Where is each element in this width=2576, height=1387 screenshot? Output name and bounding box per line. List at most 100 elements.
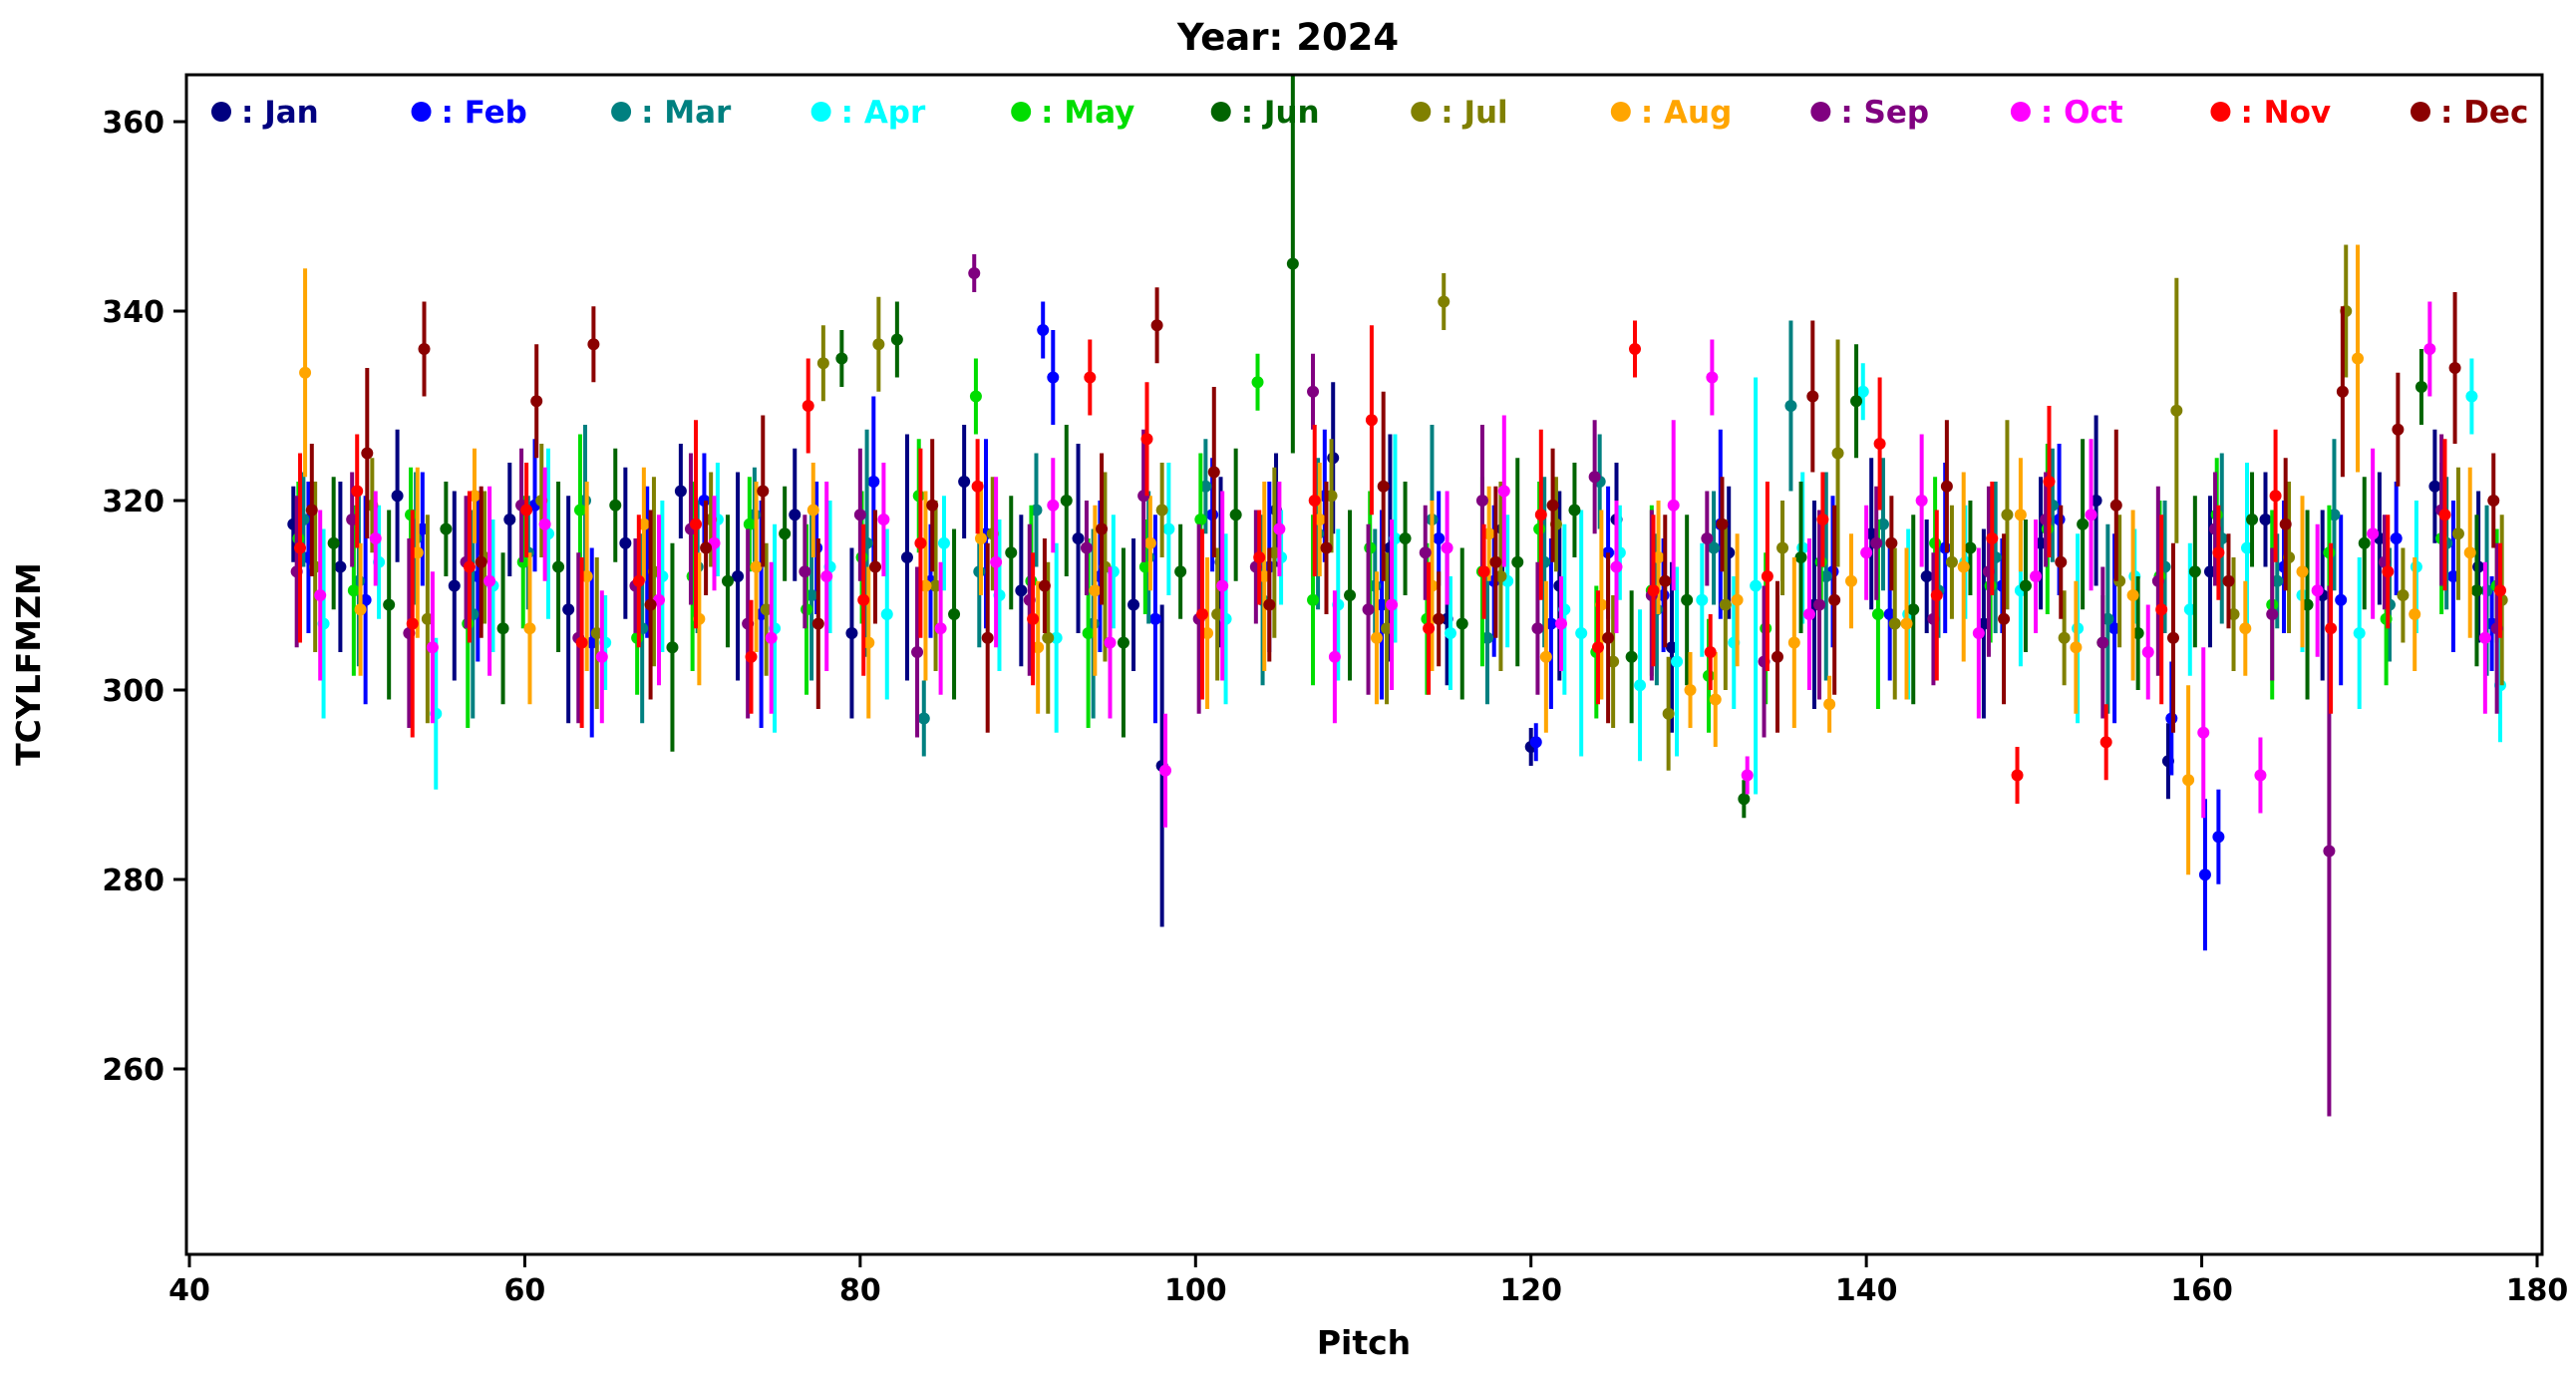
data-point (2463, 546, 2476, 559)
data-point (2170, 404, 2183, 417)
data-point (1719, 598, 1732, 611)
data-point (418, 343, 431, 355)
data-point (1399, 532, 1412, 544)
data-point (2055, 555, 2068, 568)
data-point (2011, 769, 2024, 782)
legend-item-sep: : Sep (1810, 95, 1929, 131)
data-point (1588, 471, 1601, 484)
data-point (2335, 593, 2348, 606)
data-point (359, 593, 372, 606)
data-point (835, 352, 848, 365)
data-point (971, 480, 984, 493)
data-point (880, 608, 893, 620)
data-point (1196, 608, 1209, 620)
data-point (802, 400, 814, 412)
data-point (314, 589, 327, 601)
data-point (1159, 764, 1172, 777)
data-point (911, 646, 924, 658)
data-point (2239, 622, 2252, 635)
series-oct (314, 301, 2491, 828)
data-point (1489, 555, 1502, 568)
data-point (990, 555, 1003, 568)
data-point (2198, 868, 2211, 881)
data-point (1433, 612, 1446, 625)
data-point (644, 598, 657, 611)
data-point (2358, 536, 2371, 549)
data-point (743, 518, 756, 530)
data-point (1823, 698, 1836, 711)
data-point (974, 532, 987, 544)
data-point (573, 504, 586, 517)
y-tick-label: 260 (102, 1053, 164, 1088)
data-point (2367, 527, 2380, 540)
data-point (2493, 584, 2506, 597)
data-point (1771, 650, 1783, 663)
legend-item-may: : May (1011, 95, 1134, 131)
series-dec (305, 287, 2500, 733)
data-point (1907, 603, 1920, 616)
data-point (1207, 466, 1220, 479)
data-point (411, 546, 424, 559)
data-point (1328, 650, 1341, 663)
data-point (1005, 546, 1018, 559)
data-point (1828, 593, 1841, 606)
data-point (2085, 509, 2097, 521)
data-point (1634, 679, 1647, 692)
data-point (1072, 532, 1085, 544)
series-sep (290, 254, 2503, 1117)
data-point (2487, 495, 2500, 507)
series-nov (294, 320, 2506, 804)
data-point (877, 514, 890, 525)
data-point (585, 636, 598, 649)
data-point (757, 485, 770, 498)
data-point (1945, 555, 1958, 568)
data-point (2428, 480, 2441, 493)
data-point (1211, 608, 1224, 620)
data-point (1084, 371, 1097, 384)
data-point (1738, 793, 1751, 806)
data-point (1575, 627, 1588, 639)
data-point (369, 532, 382, 544)
data-point (1731, 593, 1744, 606)
data-point (1900, 617, 1913, 630)
data-point (2446, 570, 2459, 582)
data-point (1761, 570, 1773, 582)
data-point (1529, 736, 1542, 749)
data-point (919, 579, 932, 592)
data-point (690, 518, 703, 530)
legend-label: : Jul (1441, 95, 1507, 131)
data-point (637, 518, 650, 530)
data-point (1696, 593, 1709, 606)
data-point (2328, 509, 2341, 521)
data-point (1671, 655, 1684, 668)
data-point (1308, 495, 1321, 507)
data-point (1888, 617, 1901, 630)
data-point (1511, 555, 1524, 568)
data-point (1477, 565, 1490, 578)
data-point (1096, 522, 1109, 535)
data-point (666, 641, 679, 654)
data-point (1047, 371, 1060, 384)
legend-label: : Sep (1840, 95, 1929, 131)
data-point (760, 603, 773, 616)
legend-marker (1810, 102, 1831, 122)
data-point (1497, 485, 1510, 498)
data-point (2077, 518, 2090, 530)
data-point (1313, 514, 1326, 525)
data-point (294, 541, 307, 554)
data-point (789, 509, 802, 521)
data-point (2019, 579, 2032, 592)
data-point (1704, 646, 1717, 658)
data-point (929, 579, 942, 592)
data-point (1042, 631, 1055, 644)
data-point (496, 622, 509, 635)
data-point (1716, 518, 1729, 530)
data-point (354, 603, 367, 616)
legend-marker (1411, 102, 1432, 122)
data-point (2301, 598, 2314, 611)
data-point (475, 555, 487, 568)
data-point (2096, 636, 2109, 649)
data-point (872, 338, 885, 351)
data-point (2126, 589, 2139, 601)
y-tick-label: 300 (102, 674, 164, 709)
